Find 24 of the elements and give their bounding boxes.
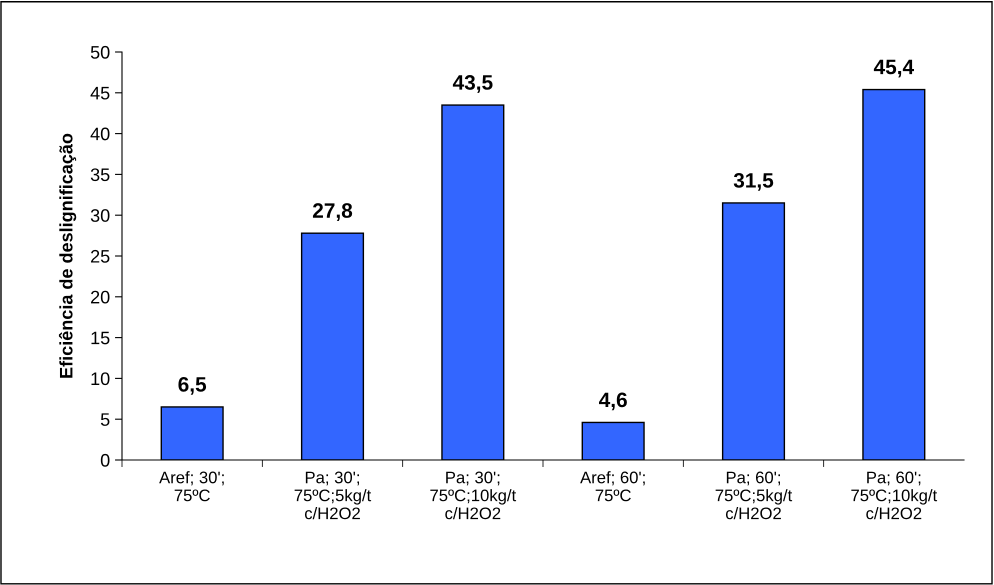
y-tick-label: 5	[100, 413, 110, 426]
x-tick-label: Aref; 30'; 75ºC	[159, 471, 224, 502]
y-tick-label: 45	[90, 86, 110, 100]
y-tick-label: 25	[91, 250, 110, 263]
y-tick-label: 35	[90, 168, 110, 182]
y-tick-label: 40	[90, 128, 110, 140]
data-label: 45,4	[874, 60, 914, 78]
x-tick-label: Pa; 60'; 75ºC;5kg/t c/H2O2	[716, 472, 792, 520]
x-tick-label: Aref; 60'; 75ºC	[580, 471, 645, 502]
y-axis-title: Eficiência de deslignificação	[58, 134, 76, 378]
y-tick-label: 0	[100, 454, 110, 467]
y-tick-label: 15	[91, 332, 110, 344]
data-label: 43,5	[452, 75, 493, 93]
x-tick-label: Pa; 30'; 75ºC;5kg/t c/H2O2	[294, 472, 372, 520]
x-tick-label: Pa; 60'; 75ºC;10kg/t c/H2O2	[851, 472, 938, 520]
y-tick-label: 20	[91, 290, 110, 304]
y-tick-label: 50	[90, 46, 110, 59]
data-label: 27,8	[312, 203, 352, 221]
data-label: 31,5	[734, 172, 774, 191]
y-tick-label: 30	[90, 209, 110, 222]
data-label: 4,6	[599, 392, 627, 410]
data-label: 6,5	[178, 376, 206, 395]
y-tick-label: 10	[91, 372, 110, 386]
x-tick-label: Pa; 30'; 75ºC;10kg/t c/H2O2	[430, 472, 516, 520]
